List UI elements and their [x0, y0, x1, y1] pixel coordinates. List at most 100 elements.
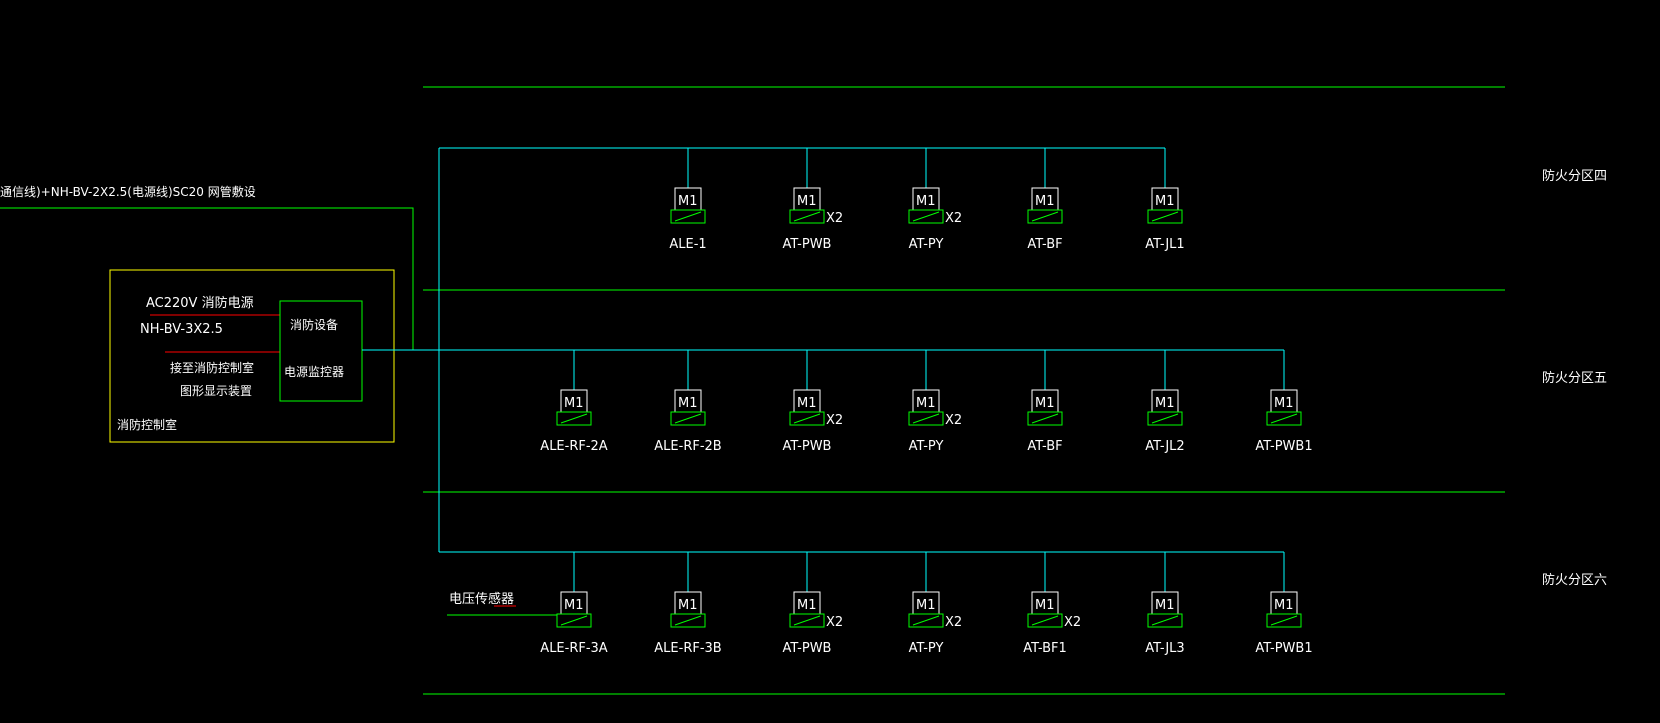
module-multiplier: X2	[826, 413, 843, 428]
sensor-label: 电压传感器	[449, 591, 514, 607]
monitor-line1: 消防设备	[290, 317, 338, 332]
module-device-label: AT-BF1	[1023, 641, 1067, 656]
module-base-diagonal	[1151, 413, 1179, 424]
module-device-label: AT-PWB1	[1255, 641, 1312, 656]
module-base-diagonal	[912, 413, 940, 424]
module-device-label: AT-PWB	[783, 439, 832, 454]
module-device-label: AT-PY	[909, 439, 944, 454]
module-id-label: M1	[1155, 598, 1175, 613]
module-base-diagonal	[1270, 615, 1298, 626]
control-room-label: 消防控制室	[117, 417, 177, 432]
zone-name-label: 防火分区四	[1542, 168, 1607, 184]
module-base-diagonal	[560, 615, 588, 626]
module-base-diagonal	[1151, 615, 1179, 626]
module-id-label: M1	[1274, 396, 1294, 411]
module-base-diagonal	[793, 413, 821, 424]
zone-name-label: 防火分区五	[1542, 370, 1607, 386]
module-device-label: AT-BF	[1027, 237, 1062, 252]
cable-run-line	[0, 207, 414, 350]
module-id-label: M1	[1155, 194, 1175, 209]
module-device-label: ALE-RF-3A	[540, 641, 608, 656]
module-id-label: M1	[916, 598, 936, 613]
module-base	[670, 209, 706, 224]
module-base	[556, 613, 592, 628]
module-base-diagonal	[1151, 211, 1179, 222]
module-id-label: M1	[916, 396, 936, 411]
module-id-label: M1	[678, 598, 698, 613]
module-device-label: ALE-RF-2B	[654, 439, 721, 454]
cable-spec-label: 通信线)+NH-BV-2X2.5(电源线)SC20 网管敷设	[0, 184, 256, 199]
module-device-label: AT-BF	[1027, 439, 1062, 454]
module-id-label: M1	[678, 194, 698, 209]
zones-layer: 防火分区四M1ALE-1M1X2AT-PWBM1X2AT-PYM1AT-BFM1…	[439, 147, 1607, 656]
module-base	[789, 411, 825, 426]
module-id-label: M1	[564, 396, 584, 411]
module-base-diagonal	[912, 211, 940, 222]
module-base-diagonal	[560, 413, 588, 424]
module-multiplier: X2	[826, 615, 843, 630]
module-base	[670, 613, 706, 628]
zone-dividers	[423, 86, 1505, 695]
module-device-label: AT-PY	[909, 641, 944, 656]
module-base	[1147, 613, 1183, 628]
module-id-label: M1	[1035, 598, 1055, 613]
module-device-label: ALE-RF-3B	[654, 641, 721, 656]
module-base-diagonal	[1270, 413, 1298, 424]
module-base-diagonal	[1031, 413, 1059, 424]
module-device-label: AT-PY	[909, 237, 944, 252]
module-id-label: M1	[1274, 598, 1294, 613]
module-id-label: M1	[797, 194, 817, 209]
control-room: 消防控制室 AC220V 消防电源 NH-BV-3X2.5 接至消防控制室 图形…	[109, 269, 395, 443]
module-base	[670, 411, 706, 426]
module-multiplier: X2	[1064, 615, 1081, 630]
module-base	[1027, 209, 1063, 224]
module-multiplier: X2	[945, 615, 962, 630]
module-base	[789, 209, 825, 224]
module-base-diagonal	[674, 211, 702, 222]
link-label-1: 接至消防控制室	[170, 360, 254, 375]
module-device-label: AT-JL3	[1145, 641, 1184, 656]
module-base	[908, 613, 944, 628]
module-device-label: AT-JL2	[1145, 439, 1184, 454]
link-label-2: 图形显示装置	[180, 384, 252, 398]
module-device-label: AT-PWB	[783, 237, 832, 252]
zone-name-label: 防火分区六	[1542, 572, 1607, 588]
module-id-label: M1	[1035, 194, 1055, 209]
module-base-diagonal	[912, 615, 940, 626]
module-base	[1266, 613, 1302, 628]
bus-trunk	[362, 148, 440, 552]
module-id-label: M1	[916, 194, 936, 209]
module-base-diagonal	[793, 211, 821, 222]
module-device-label: ALE-1	[669, 237, 706, 252]
module-base-diagonal	[674, 413, 702, 424]
module-device-label: AT-PWB	[783, 641, 832, 656]
module-id-label: M1	[1035, 396, 1055, 411]
module-base	[1027, 613, 1063, 628]
module-base	[908, 209, 944, 224]
module-base	[1266, 411, 1302, 426]
module-id-label: M1	[1155, 396, 1175, 411]
control-room-border	[109, 269, 395, 443]
module-base-diagonal	[1031, 211, 1059, 222]
module-device-label: ALE-RF-2A	[540, 439, 608, 454]
module-multiplier: X2	[945, 413, 962, 428]
power-source-label: AC220V 消防电源	[146, 295, 254, 311]
module-base	[789, 613, 825, 628]
module-base	[1147, 209, 1183, 224]
module-multiplier: X2	[945, 211, 962, 226]
module-base	[1147, 411, 1183, 426]
module-id-label: M1	[797, 396, 817, 411]
monitor-line2: 电源监控器	[284, 365, 344, 379]
module-device-label: AT-PWB1	[1255, 439, 1312, 454]
module-base	[1027, 411, 1063, 426]
power-monitor-box	[279, 300, 363, 402]
power-cable-label: NH-BV-3X2.5	[140, 322, 223, 337]
module-base-diagonal	[793, 615, 821, 626]
module-base-diagonal	[1031, 615, 1059, 626]
module-id-label: M1	[678, 396, 698, 411]
module-base	[908, 411, 944, 426]
module-base	[556, 411, 592, 426]
module-multiplier: X2	[826, 211, 843, 226]
